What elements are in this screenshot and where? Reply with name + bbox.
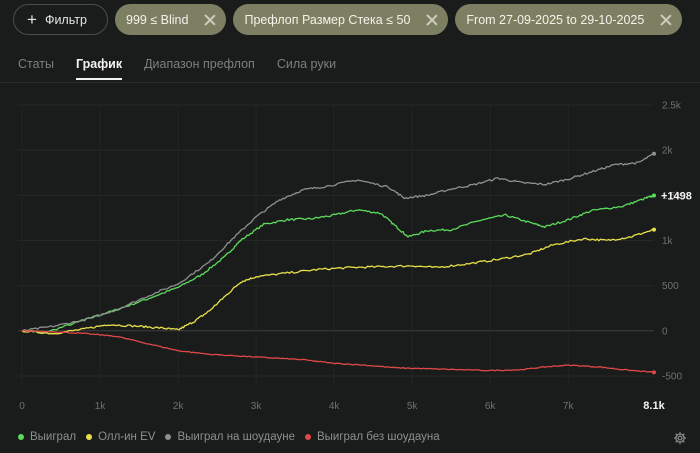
legend-dot [18,434,24,440]
y-tick-label: 1.5k [662,191,682,202]
series-line-0 [21,194,655,334]
legend-label: Выиграл [30,431,77,443]
gear-icon[interactable] [673,431,687,445]
close-icon[interactable] [660,14,672,26]
legend-dot [304,434,311,440]
tabs-divider [0,82,700,83]
y-tick-label: -500 [662,371,682,382]
filter-chip-stack-size[interactable]: Префлоп Размер Стека ≤ 50 [233,4,449,35]
x-tick-label: 5k [407,401,419,412]
add-filter-button[interactable]: + Фильтр [13,4,108,35]
filter-chip-label: From 27-09-2025 to 29-10-2025 [466,12,645,27]
filter-chip-blind[interactable]: 999 ≤ Blind [115,4,227,35]
legend-item-won[interactable]: Выиграл [18,431,76,443]
series-end-point-1 [652,227,656,232]
legend: Выиграл Олл-ин EV Выиграл на шоудауне Вы… [18,431,440,443]
tab-preflop-range[interactable]: Диапазон префлоп [144,57,255,71]
y-tick-label: 2k [662,146,674,157]
y-tick-label: 1k [662,236,674,247]
add-filter-label: Фильтр [44,12,87,27]
x-tick-label: 2k [173,401,185,412]
results-chart: 2.5k 2k 1.5k 1k 500 0 -500 0 1k 2k 3k 4k 5k 6k 7k 8.1k +… [18,101,692,412]
x-tick-label: 1k [95,401,107,412]
y-tick-label: 500 [662,281,679,292]
y-tick-label: 0 [662,326,668,337]
tab-bar: Статы График Диапазон префлоп Сила руки [18,57,336,80]
legend-label: Олл-ин EV [98,431,156,443]
tab-stats[interactable]: Статы [18,57,54,71]
tab-graph[interactable]: График [76,57,123,80]
filter-chip-date-range[interactable]: From 27-09-2025 to 29-10-2025 [455,4,683,35]
x-tick-label: 3k [251,401,263,412]
legend-item-allin-ev[interactable]: Олл-ин EV [86,431,155,443]
legend-item-won-no-showdown[interactable]: Выиграл без шоудауна [304,431,440,443]
x-tick-label: 7k [563,401,575,412]
legend-label: Выиграл без шоудауна [316,431,440,443]
close-icon[interactable] [204,14,216,26]
plus-icon: + [27,10,37,29]
series-end-label: +1498 [661,191,692,203]
tab-hand-strength[interactable]: Сила руки [276,57,337,71]
legend-dot [86,434,93,440]
series-line-3 [21,329,655,374]
x-tick-label: 0 [19,401,25,412]
x-tick-label: 6k [485,401,497,412]
series-end-point-3 [652,370,656,375]
x-tick-label: 4k [329,401,341,412]
filter-bar: + Фильтр 999 ≤ Blind Префлоп Размер Стек… [13,4,683,35]
legend-label: Выиграл на шоудауне [177,431,295,443]
filter-chip-label: 999 ≤ Blind [126,12,189,27]
legend-dot [165,434,172,440]
legend-item-won-showdown[interactable]: Выиграл на шоудауне [165,431,295,443]
filter-chip-label: Префлоп Размер Стека ≤ 50 [244,12,411,27]
series-end-point-2 [652,151,656,156]
close-icon[interactable] [426,14,438,26]
y-tick-label: 2.5k [662,101,682,112]
series-end-point-0 [652,193,656,198]
series-line-2 [21,153,655,332]
series-line-1 [21,228,655,335]
x-end-label: 8.1k [643,400,665,412]
